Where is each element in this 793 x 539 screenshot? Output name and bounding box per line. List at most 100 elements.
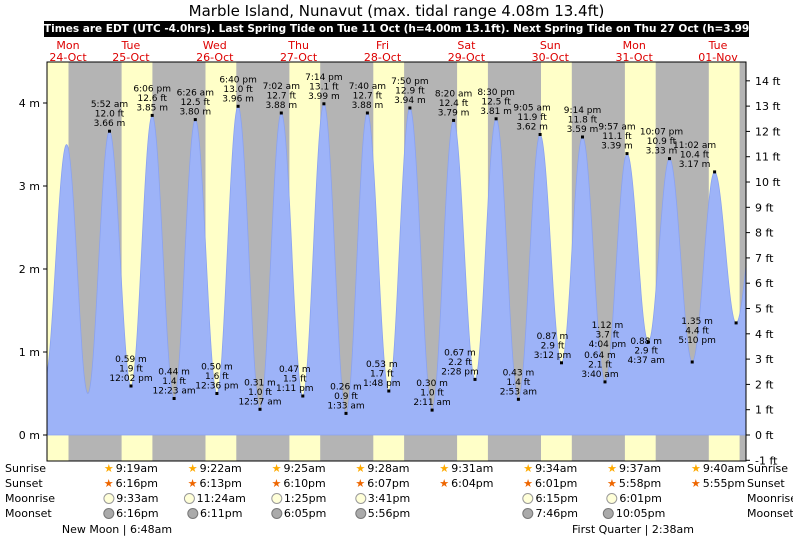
y-axis-label-ft: 11 ft	[755, 151, 781, 164]
moonset-entry: 5:56pm	[354, 507, 411, 520]
sunrise-star-icon: ★	[607, 462, 617, 475]
low-tide-label: 0.53 m 1.7 ft 1:48 pm	[363, 360, 401, 389]
day-label: Mon 31-Oct	[616, 39, 654, 64]
astro-time: 9:25am	[283, 462, 326, 475]
high-tide-label: 7:40 am 12.7 ft 3.88 m	[349, 82, 386, 111]
moonrise-entry: 11:24am	[183, 492, 246, 505]
moonset-entry: 10:05pm	[602, 507, 666, 520]
low-tide-label: 0.64 m 2.1 ft 3:40 am	[581, 351, 618, 380]
astro-time: 5:56pm	[367, 507, 411, 520]
y-axis-label-ft: 12 ft	[755, 125, 781, 138]
low-tide-label: 0.50 m 1.6 ft 12:36 pm	[195, 363, 238, 392]
low-tide-label: 1.35 m 4.4 ft 5:10 pm	[678, 317, 716, 346]
y-axis-label-ft: 5 ft	[755, 303, 774, 316]
low-tide-label: 0.88 m 2.9 ft 4:37 am	[628, 337, 665, 366]
y-axis-label-ft: 9 ft	[755, 201, 774, 214]
high-tide-label: 6:40 pm 13.0 ft 3.96 m	[219, 75, 257, 104]
tide-extreme-dot	[452, 118, 456, 122]
tide-extreme-dot	[322, 102, 326, 106]
page-title: Marble Island, Nunavut (max. tidal range…	[188, 2, 605, 20]
sunset-star-icon: ★	[355, 477, 366, 490]
high-tide-label: 7:02 am 12.7 ft 3.88 m	[263, 82, 300, 111]
sunset-star-icon: ★	[523, 477, 533, 490]
y-axis-label-ft: 4 ft	[755, 328, 774, 341]
astro-time: 10:05pm	[615, 507, 666, 520]
sunset-star-icon: ★	[439, 477, 450, 490]
astro-time: 6:01pm	[534, 477, 578, 490]
sunrise-entry: ★ 9:28am	[355, 462, 409, 475]
astro-time: 6:15pm	[535, 492, 578, 505]
y-axis-label-m: 4 m	[19, 97, 40, 110]
moonset-moon-icon	[602, 508, 614, 519]
day-label: Wed 26-Oct	[196, 39, 234, 64]
low-tide-label: 0.59 m 1.9 ft 12:02 pm	[109, 355, 152, 384]
tide-extreme-dot	[473, 377, 477, 381]
low-tide-label: 0.87 m 2.9 ft 3:12 pm	[534, 332, 572, 361]
high-tide-label: 7:14 pm 13.1 ft 3.99 m	[305, 73, 343, 102]
astro-time: 9:40am	[702, 462, 746, 475]
sunrise-star-icon: ★	[690, 462, 701, 475]
tide-extreme-dot	[301, 394, 305, 398]
astro-time: 11:24am	[196, 492, 246, 505]
sunrise-entry: ★ 9:34am	[523, 462, 577, 475]
moonrise-moon-icon	[183, 493, 195, 504]
sunrise-star-icon: ★	[103, 462, 114, 475]
sunset-entry: ★ 5:55pm	[691, 477, 745, 490]
low-tide-label: 0.30 m 1.0 ft 2:11 am	[413, 379, 450, 408]
astro-time: 1:25pm	[283, 492, 327, 505]
tide-extreme-dot	[625, 152, 629, 156]
sunset-star-icon: ★	[103, 477, 114, 490]
day-label: Tue 25-Oct	[112, 39, 150, 64]
astro-row-label-moonrise-left: Moonrise	[5, 492, 55, 505]
sunrise-entry: ★ 9:22am	[188, 462, 242, 475]
tide-extreme-dot	[279, 111, 283, 115]
moonset-moon-icon	[270, 508, 282, 519]
high-tide-label: 5:52 am 12.0 ft 3.66 m	[91, 100, 128, 129]
moonset-moon-icon	[187, 508, 199, 519]
astro-time: 9:28am	[367, 462, 410, 475]
sunrise-entry: ★ 9:19am	[104, 462, 158, 475]
y-axis-label-m: 3 m	[19, 180, 40, 193]
sunset-entry: ★ 6:01pm	[523, 477, 577, 490]
astro-time: 6:16pm	[116, 507, 159, 520]
astro-row-label-sunset-right: Sunset	[747, 477, 785, 490]
astro-time: 9:31am	[451, 462, 494, 475]
y-axis-label-ft: 0 ft	[755, 429, 774, 442]
tide-extreme-dot	[430, 408, 434, 412]
y-axis-label-m: 2 m	[19, 263, 40, 276]
tide-curve	[46, 103, 747, 436]
astro-time: 6:10pm	[283, 477, 326, 490]
astro-row-label-moonset-right: Moonset	[747, 507, 793, 520]
astro-time: 3:41pm	[367, 492, 411, 505]
astro-time: 9:37am	[618, 462, 662, 475]
astro-time: 6:13pm	[199, 477, 242, 490]
y-axis-label-ft: 2 ft	[755, 378, 774, 391]
tide-extreme-dot	[387, 389, 391, 393]
moonrise-entry: 6:01pm	[606, 492, 662, 505]
high-tide-label: 7:50 pm 12.9 ft 3.94 m	[391, 77, 429, 106]
astro-row-label-sunset-left: Sunset	[5, 477, 43, 490]
tide-extreme-dot	[108, 129, 111, 133]
moonrise-moon-icon	[103, 493, 115, 504]
day-label: Fri 28-Oct	[364, 39, 402, 64]
astro-time: 6:16pm	[115, 477, 159, 490]
tide-extreme-dot	[581, 135, 584, 139]
sunrise-entry: ★ 9:40am	[691, 462, 745, 475]
moonrise-entry: 3:41pm	[354, 492, 411, 505]
sunrise-entry: ★ 9:37am	[607, 462, 661, 475]
y-axis-label-ft: 3 ft	[755, 353, 774, 366]
moonset-entry: 6:16pm	[103, 507, 159, 520]
tide-extreme-dot	[172, 397, 176, 400]
sunset-star-icon: ★	[187, 477, 198, 490]
tide-extreme-dot	[129, 384, 133, 388]
low-tide-label: 0.26 m 0.9 ft 1:33 am	[327, 382, 364, 411]
tide-extreme-dot	[236, 104, 240, 108]
tide-extreme-dot	[365, 111, 369, 115]
sunrise-entry: ★ 9:31am	[439, 462, 493, 475]
y-axis-label-ft: 10 ft	[755, 176, 781, 189]
sunrise-star-icon: ★	[355, 462, 366, 475]
sunset-entry: ★ 6:13pm	[188, 477, 242, 490]
moonset-entry: 6:11pm	[187, 507, 242, 520]
tide-extreme-dot	[344, 411, 348, 415]
